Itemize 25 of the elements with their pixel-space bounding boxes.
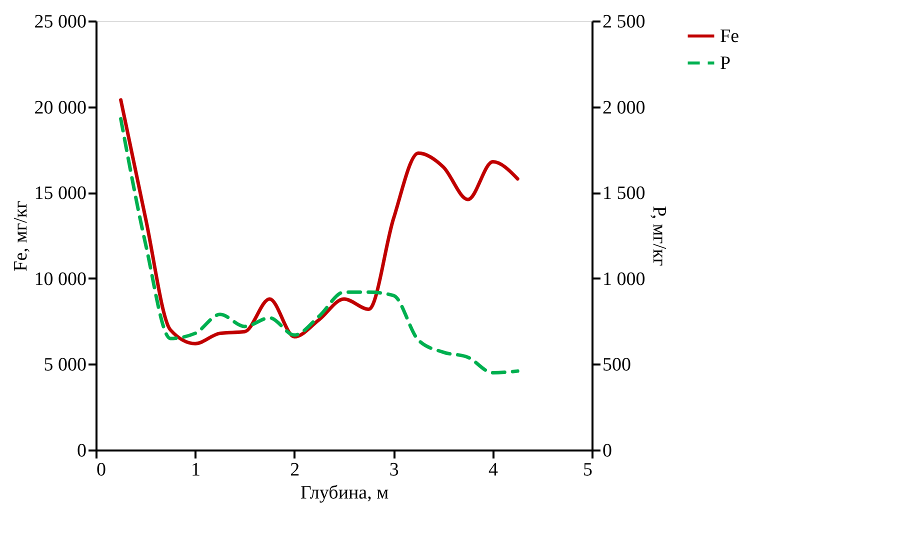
x-axis-title: Глубина, м [300,482,389,504]
y-tick-label: 10 000 [34,268,86,290]
line-series [119,98,520,346]
x-tick-label: 5 [583,460,592,480]
x-tick-label: 2 [290,460,300,480]
y-axis-title: Fe, мг/кг [10,200,32,272]
legend-label: Fe [720,26,739,47]
x-tick-label: 4 [488,460,499,480]
y-tick-label: 15 000 [34,183,86,204]
y-tick-label: 25 000 [34,12,86,32]
x-tick-label: 0 [96,460,106,480]
x-tick-label: 1 [190,460,200,480]
y2-tick-label: 1 000 [602,268,646,290]
y2-axis-title: P, мг/кг [648,206,670,266]
y2-tick-label: 1 500 [602,183,646,204]
y2-tick-label: 500 [602,354,631,376]
y2-tick-label: 2 500 [602,12,646,32]
line-series [119,117,520,375]
y-tick-label: 20 000 [34,97,86,118]
y2-tick-label: 2 000 [602,97,646,118]
legend-label: P [720,53,731,74]
y-tick-label: 5 000 [44,354,86,376]
y-tick-label: 0 [77,440,86,462]
y2-tick-label: 0 [602,440,612,462]
x-tick-label: 3 [389,460,399,480]
